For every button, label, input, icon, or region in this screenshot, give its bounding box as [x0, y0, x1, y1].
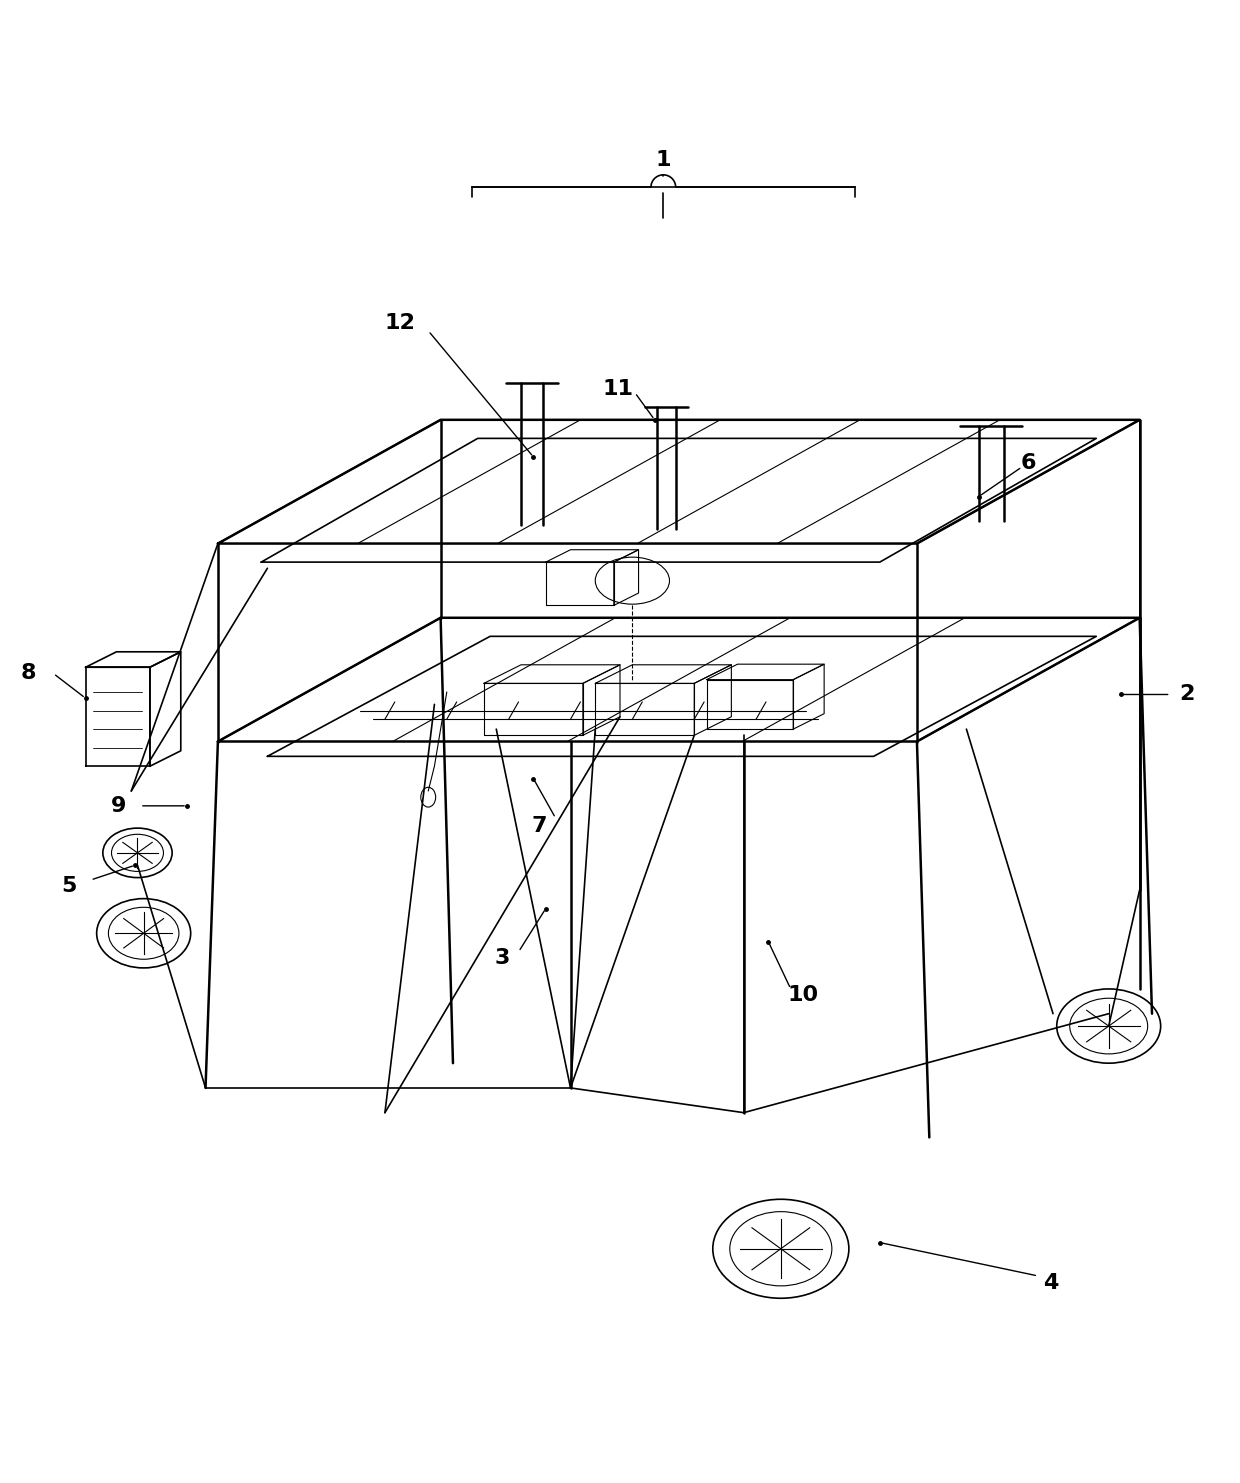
Text: 12: 12 — [384, 313, 415, 334]
Text: 4: 4 — [1043, 1274, 1058, 1293]
Text: 7: 7 — [532, 816, 547, 835]
Text: 3: 3 — [495, 948, 510, 968]
Text: 8: 8 — [21, 663, 36, 684]
Text: 2: 2 — [1179, 685, 1194, 704]
Text: 9: 9 — [112, 796, 126, 816]
Text: 11: 11 — [603, 378, 634, 399]
Text: 5: 5 — [62, 876, 77, 896]
Text: 6: 6 — [1021, 454, 1037, 473]
Text: 1: 1 — [656, 150, 671, 171]
Text: 10: 10 — [787, 985, 818, 1005]
